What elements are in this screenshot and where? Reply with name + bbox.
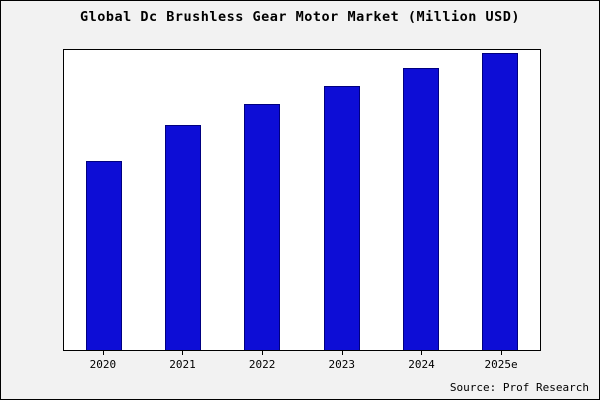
tick-mark <box>182 351 184 355</box>
x-tick-label-2020: 2020 <box>81 351 125 371</box>
bar-2021 <box>164 125 201 350</box>
bar-2024 <box>402 68 439 350</box>
x-tick-label-2022: 2022 <box>240 351 284 371</box>
source-attribution: Source: Prof Research <box>449 381 589 394</box>
tick-mark <box>262 351 264 355</box>
chart-title: Global Dc Brushless Gear Motor Market (M… <box>79 9 520 25</box>
bar-2022 <box>244 104 281 350</box>
x-tick-label-2024: 2024 <box>399 351 443 371</box>
x-tick-label-2025e: 2025e <box>479 351 523 371</box>
tick-mark <box>501 351 503 355</box>
tick-mark <box>102 351 104 355</box>
x-tick-label-2023: 2023 <box>320 351 364 371</box>
tick-mark <box>421 351 423 355</box>
bar-2020 <box>85 161 122 350</box>
x-axis-labels: 2020 2021 2022 2023 2024 2025e <box>63 351 541 371</box>
x-tick-label-2021: 2021 <box>160 351 204 371</box>
plot-area <box>63 49 541 351</box>
tick-mark <box>341 351 343 355</box>
bar-2025e <box>482 53 519 350</box>
bar-2023 <box>323 86 360 350</box>
